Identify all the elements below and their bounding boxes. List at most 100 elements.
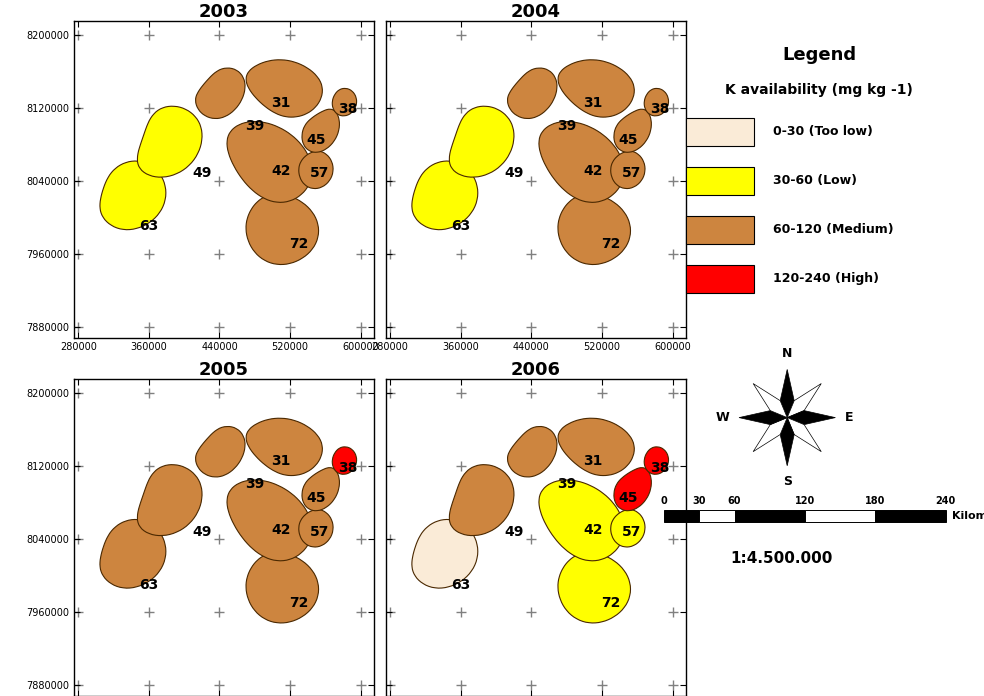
Text: 240: 240 <box>936 496 955 506</box>
Text: 57: 57 <box>310 525 329 539</box>
Polygon shape <box>302 109 339 152</box>
Text: 57: 57 <box>622 525 641 539</box>
Text: 31: 31 <box>584 454 603 468</box>
Text: 63: 63 <box>451 219 470 233</box>
Text: 38: 38 <box>649 461 669 475</box>
Polygon shape <box>558 418 635 475</box>
Text: 38: 38 <box>338 102 357 116</box>
FancyBboxPatch shape <box>686 167 754 195</box>
Text: 72: 72 <box>289 596 309 610</box>
Text: 39: 39 <box>557 477 577 491</box>
Polygon shape <box>333 88 356 116</box>
Polygon shape <box>787 411 835 425</box>
Polygon shape <box>246 60 323 117</box>
Text: 57: 57 <box>310 166 329 180</box>
Text: 42: 42 <box>272 164 291 178</box>
Polygon shape <box>753 383 787 418</box>
Text: 38: 38 <box>649 102 669 116</box>
Text: 30-60 (Low): 30-60 (Low) <box>772 175 857 187</box>
Polygon shape <box>412 519 478 588</box>
Polygon shape <box>450 465 514 536</box>
Text: 57: 57 <box>622 166 641 180</box>
Polygon shape <box>508 68 557 118</box>
Text: 49: 49 <box>504 166 523 180</box>
Polygon shape <box>611 151 646 189</box>
Text: 60: 60 <box>728 496 741 506</box>
Polygon shape <box>539 122 624 203</box>
Text: 38: 38 <box>338 461 357 475</box>
Text: 120: 120 <box>795 496 815 506</box>
Text: 45: 45 <box>619 491 639 505</box>
Bar <box>805 510 876 522</box>
Text: 31: 31 <box>272 454 291 468</box>
Polygon shape <box>539 480 624 561</box>
Polygon shape <box>645 88 668 116</box>
Title: 2005: 2005 <box>199 361 249 379</box>
Text: 42: 42 <box>272 523 291 537</box>
Text: 45: 45 <box>307 491 327 505</box>
Polygon shape <box>614 468 651 511</box>
Polygon shape <box>412 161 478 230</box>
Title: 2004: 2004 <box>511 3 561 21</box>
Polygon shape <box>787 383 822 418</box>
Polygon shape <box>780 418 794 466</box>
Polygon shape <box>227 480 312 561</box>
Polygon shape <box>508 427 557 477</box>
FancyBboxPatch shape <box>686 118 754 145</box>
Text: 72: 72 <box>601 596 621 610</box>
Text: 31: 31 <box>584 96 603 110</box>
Text: 120-240 (High): 120-240 (High) <box>772 272 879 285</box>
Polygon shape <box>645 447 668 474</box>
Polygon shape <box>302 468 339 511</box>
Polygon shape <box>611 509 646 547</box>
Text: 39: 39 <box>245 477 265 491</box>
Polygon shape <box>780 370 794 418</box>
Text: 49: 49 <box>504 525 523 539</box>
Text: 30: 30 <box>693 496 707 506</box>
Text: E: E <box>845 411 853 424</box>
Text: 42: 42 <box>584 523 603 537</box>
Text: 45: 45 <box>307 132 327 147</box>
Text: 63: 63 <box>139 578 158 592</box>
Polygon shape <box>558 60 635 117</box>
Bar <box>700 510 735 522</box>
Text: 63: 63 <box>451 578 470 592</box>
Text: 39: 39 <box>245 119 265 133</box>
Text: 72: 72 <box>601 237 621 251</box>
Text: Legend: Legend <box>782 46 856 64</box>
Bar <box>664 510 700 522</box>
Polygon shape <box>558 553 631 623</box>
Polygon shape <box>138 106 202 177</box>
Bar <box>876 510 946 522</box>
Text: K availability (mg kg -1): K availability (mg kg -1) <box>725 83 913 97</box>
Polygon shape <box>333 447 356 474</box>
Text: 0: 0 <box>661 496 667 506</box>
Text: 180: 180 <box>865 496 886 506</box>
Text: N: N <box>782 347 792 360</box>
Text: 0-30 (Too low): 0-30 (Too low) <box>772 125 873 139</box>
Text: 39: 39 <box>557 119 577 133</box>
Polygon shape <box>246 418 323 475</box>
Polygon shape <box>787 418 822 452</box>
Text: 42: 42 <box>584 164 603 178</box>
Text: 31: 31 <box>272 96 291 110</box>
Polygon shape <box>100 161 166 230</box>
Title: 2003: 2003 <box>199 3 249 21</box>
FancyBboxPatch shape <box>686 265 754 293</box>
Polygon shape <box>138 465 202 536</box>
Polygon shape <box>558 194 631 264</box>
Text: 45: 45 <box>619 132 639 147</box>
Polygon shape <box>246 194 319 264</box>
Title: 2006: 2006 <box>511 361 561 379</box>
Polygon shape <box>100 519 166 588</box>
Text: 60-120 (Medium): 60-120 (Medium) <box>772 223 893 237</box>
Polygon shape <box>753 418 787 452</box>
Text: 72: 72 <box>289 237 309 251</box>
Polygon shape <box>739 411 787 425</box>
Polygon shape <box>196 427 245 477</box>
Polygon shape <box>450 106 514 177</box>
Polygon shape <box>614 109 651 152</box>
Polygon shape <box>227 122 312 203</box>
Text: 63: 63 <box>139 219 158 233</box>
Text: W: W <box>715 411 729 424</box>
